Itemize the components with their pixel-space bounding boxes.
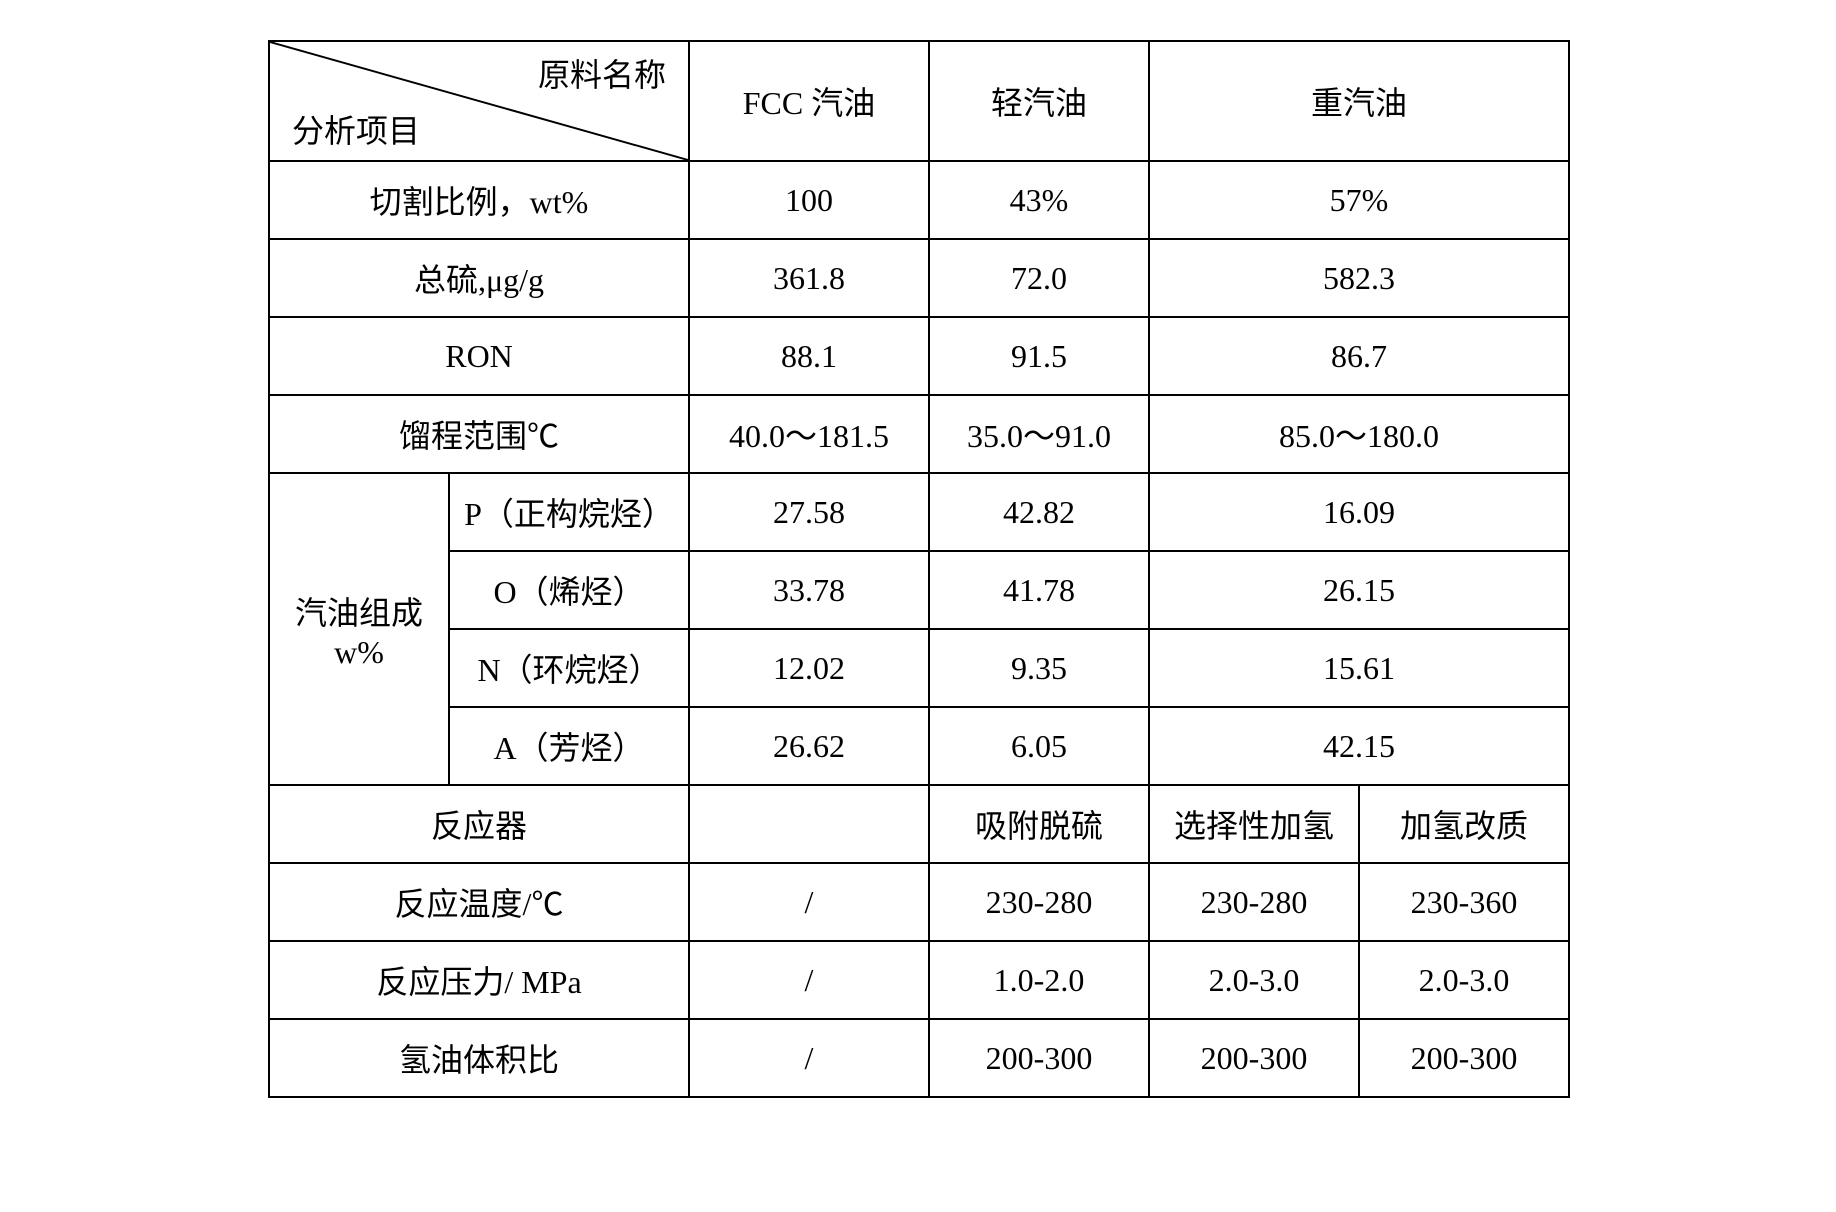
cell: /: [689, 863, 929, 941]
cell: 200-300: [1149, 1019, 1359, 1097]
cell: 230-280: [1149, 863, 1359, 941]
cell: 361.8: [689, 239, 929, 317]
row-label: 反应压力/ MPa: [269, 941, 689, 1019]
row-label: 反应器: [269, 785, 689, 863]
cell: 6.05: [929, 707, 1149, 785]
row-label: 总硫,μg/g: [269, 239, 689, 317]
cell: 88.1: [689, 317, 929, 395]
cell: 2.0-3.0: [1149, 941, 1359, 1019]
row-label: N（环烷烃）: [449, 629, 689, 707]
cell: 16.09: [1149, 473, 1569, 551]
cell: [689, 785, 929, 863]
cell: 86.7: [1149, 317, 1569, 395]
table-row: 馏程范围℃ 40.0～181.5 35.0～91.0 85.0～180.0: [269, 395, 1569, 473]
table-row: N（环烷烃） 12.02 9.35 15.61: [269, 629, 1569, 707]
table-header-row: 原料名称 分析项目 FCC 汽油 轻汽油 重汽油: [269, 41, 1569, 161]
table-row: 反应压力/ MPa / 1.0-2.0 2.0-3.0 2.0-3.0: [269, 941, 1569, 1019]
cell: 选择性加氢: [1149, 785, 1359, 863]
cell: 1.0-2.0: [929, 941, 1149, 1019]
cell: 43%: [929, 161, 1149, 239]
cell: 85.0～180.0: [1149, 395, 1569, 473]
row-label: A（芳烃）: [449, 707, 689, 785]
row-label: RON: [269, 317, 689, 395]
row-label: 馏程范围℃: [269, 395, 689, 473]
cell: 42.82: [929, 473, 1149, 551]
cell: 91.5: [929, 317, 1149, 395]
table-row: 反应温度/℃ / 230-280 230-280 230-360: [269, 863, 1569, 941]
cell: 582.3: [1149, 239, 1569, 317]
cell: /: [689, 941, 929, 1019]
cell: /: [689, 1019, 929, 1097]
table-row: 总硫,μg/g 361.8 72.0 582.3: [269, 239, 1569, 317]
cell: 100: [689, 161, 929, 239]
row-label: P（正构烷烃）: [449, 473, 689, 551]
diag-top-label: 原料名称: [538, 50, 666, 96]
cell: 27.58: [689, 473, 929, 551]
row-label: 切割比例，wt%: [269, 161, 689, 239]
cell: 41.78: [929, 551, 1149, 629]
cell: 42.15: [1149, 707, 1569, 785]
cell: 12.02: [689, 629, 929, 707]
cell: 230-280: [929, 863, 1149, 941]
row-label: 氢油体积比: [269, 1019, 689, 1097]
diag-bottom-label: 分析项目: [292, 106, 420, 152]
col-header-fcc: FCC 汽油: [689, 41, 929, 161]
cell: 230-360: [1359, 863, 1569, 941]
table-row: 切割比例，wt% 100 43% 57%: [269, 161, 1569, 239]
group-label: 汽油组成 w%: [269, 473, 449, 785]
cell: 26.62: [689, 707, 929, 785]
table-row: O（烯烃） 33.78 41.78 26.15: [269, 551, 1569, 629]
cell: 57%: [1149, 161, 1569, 239]
data-table: 原料名称 分析项目 FCC 汽油 轻汽油 重汽油 切割比例，wt% 100 43…: [268, 40, 1570, 1098]
cell: 200-300: [929, 1019, 1149, 1097]
cell: 35.0～91.0: [929, 395, 1149, 473]
cell: 吸附脱硫: [929, 785, 1149, 863]
cell: 33.78: [689, 551, 929, 629]
table-row: 汽油组成 w% P（正构烷烃） 27.58 42.82 16.09: [269, 473, 1569, 551]
row-label: O（烯烃）: [449, 551, 689, 629]
col-header-light: 轻汽油: [929, 41, 1149, 161]
data-table-wrapper: 原料名称 分析项目 FCC 汽油 轻汽油 重汽油 切割比例，wt% 100 43…: [268, 40, 1568, 1098]
cell: 200-300: [1359, 1019, 1569, 1097]
table-row: A（芳烃） 26.62 6.05 42.15: [269, 707, 1569, 785]
col-header-heavy: 重汽油: [1149, 41, 1569, 161]
cell: 26.15: [1149, 551, 1569, 629]
table-row: 氢油体积比 / 200-300 200-300 200-300: [269, 1019, 1569, 1097]
cell: 72.0: [929, 239, 1149, 317]
diagonal-header-cell: 原料名称 分析项目: [269, 41, 689, 161]
row-label: 反应温度/℃: [269, 863, 689, 941]
table-row: 反应器 吸附脱硫 选择性加氢 加氢改质: [269, 785, 1569, 863]
cell: 2.0-3.0: [1359, 941, 1569, 1019]
cell: 15.61: [1149, 629, 1569, 707]
table-row: RON 88.1 91.5 86.7: [269, 317, 1569, 395]
cell: 40.0～181.5: [689, 395, 929, 473]
cell: 9.35: [929, 629, 1149, 707]
cell: 加氢改质: [1359, 785, 1569, 863]
